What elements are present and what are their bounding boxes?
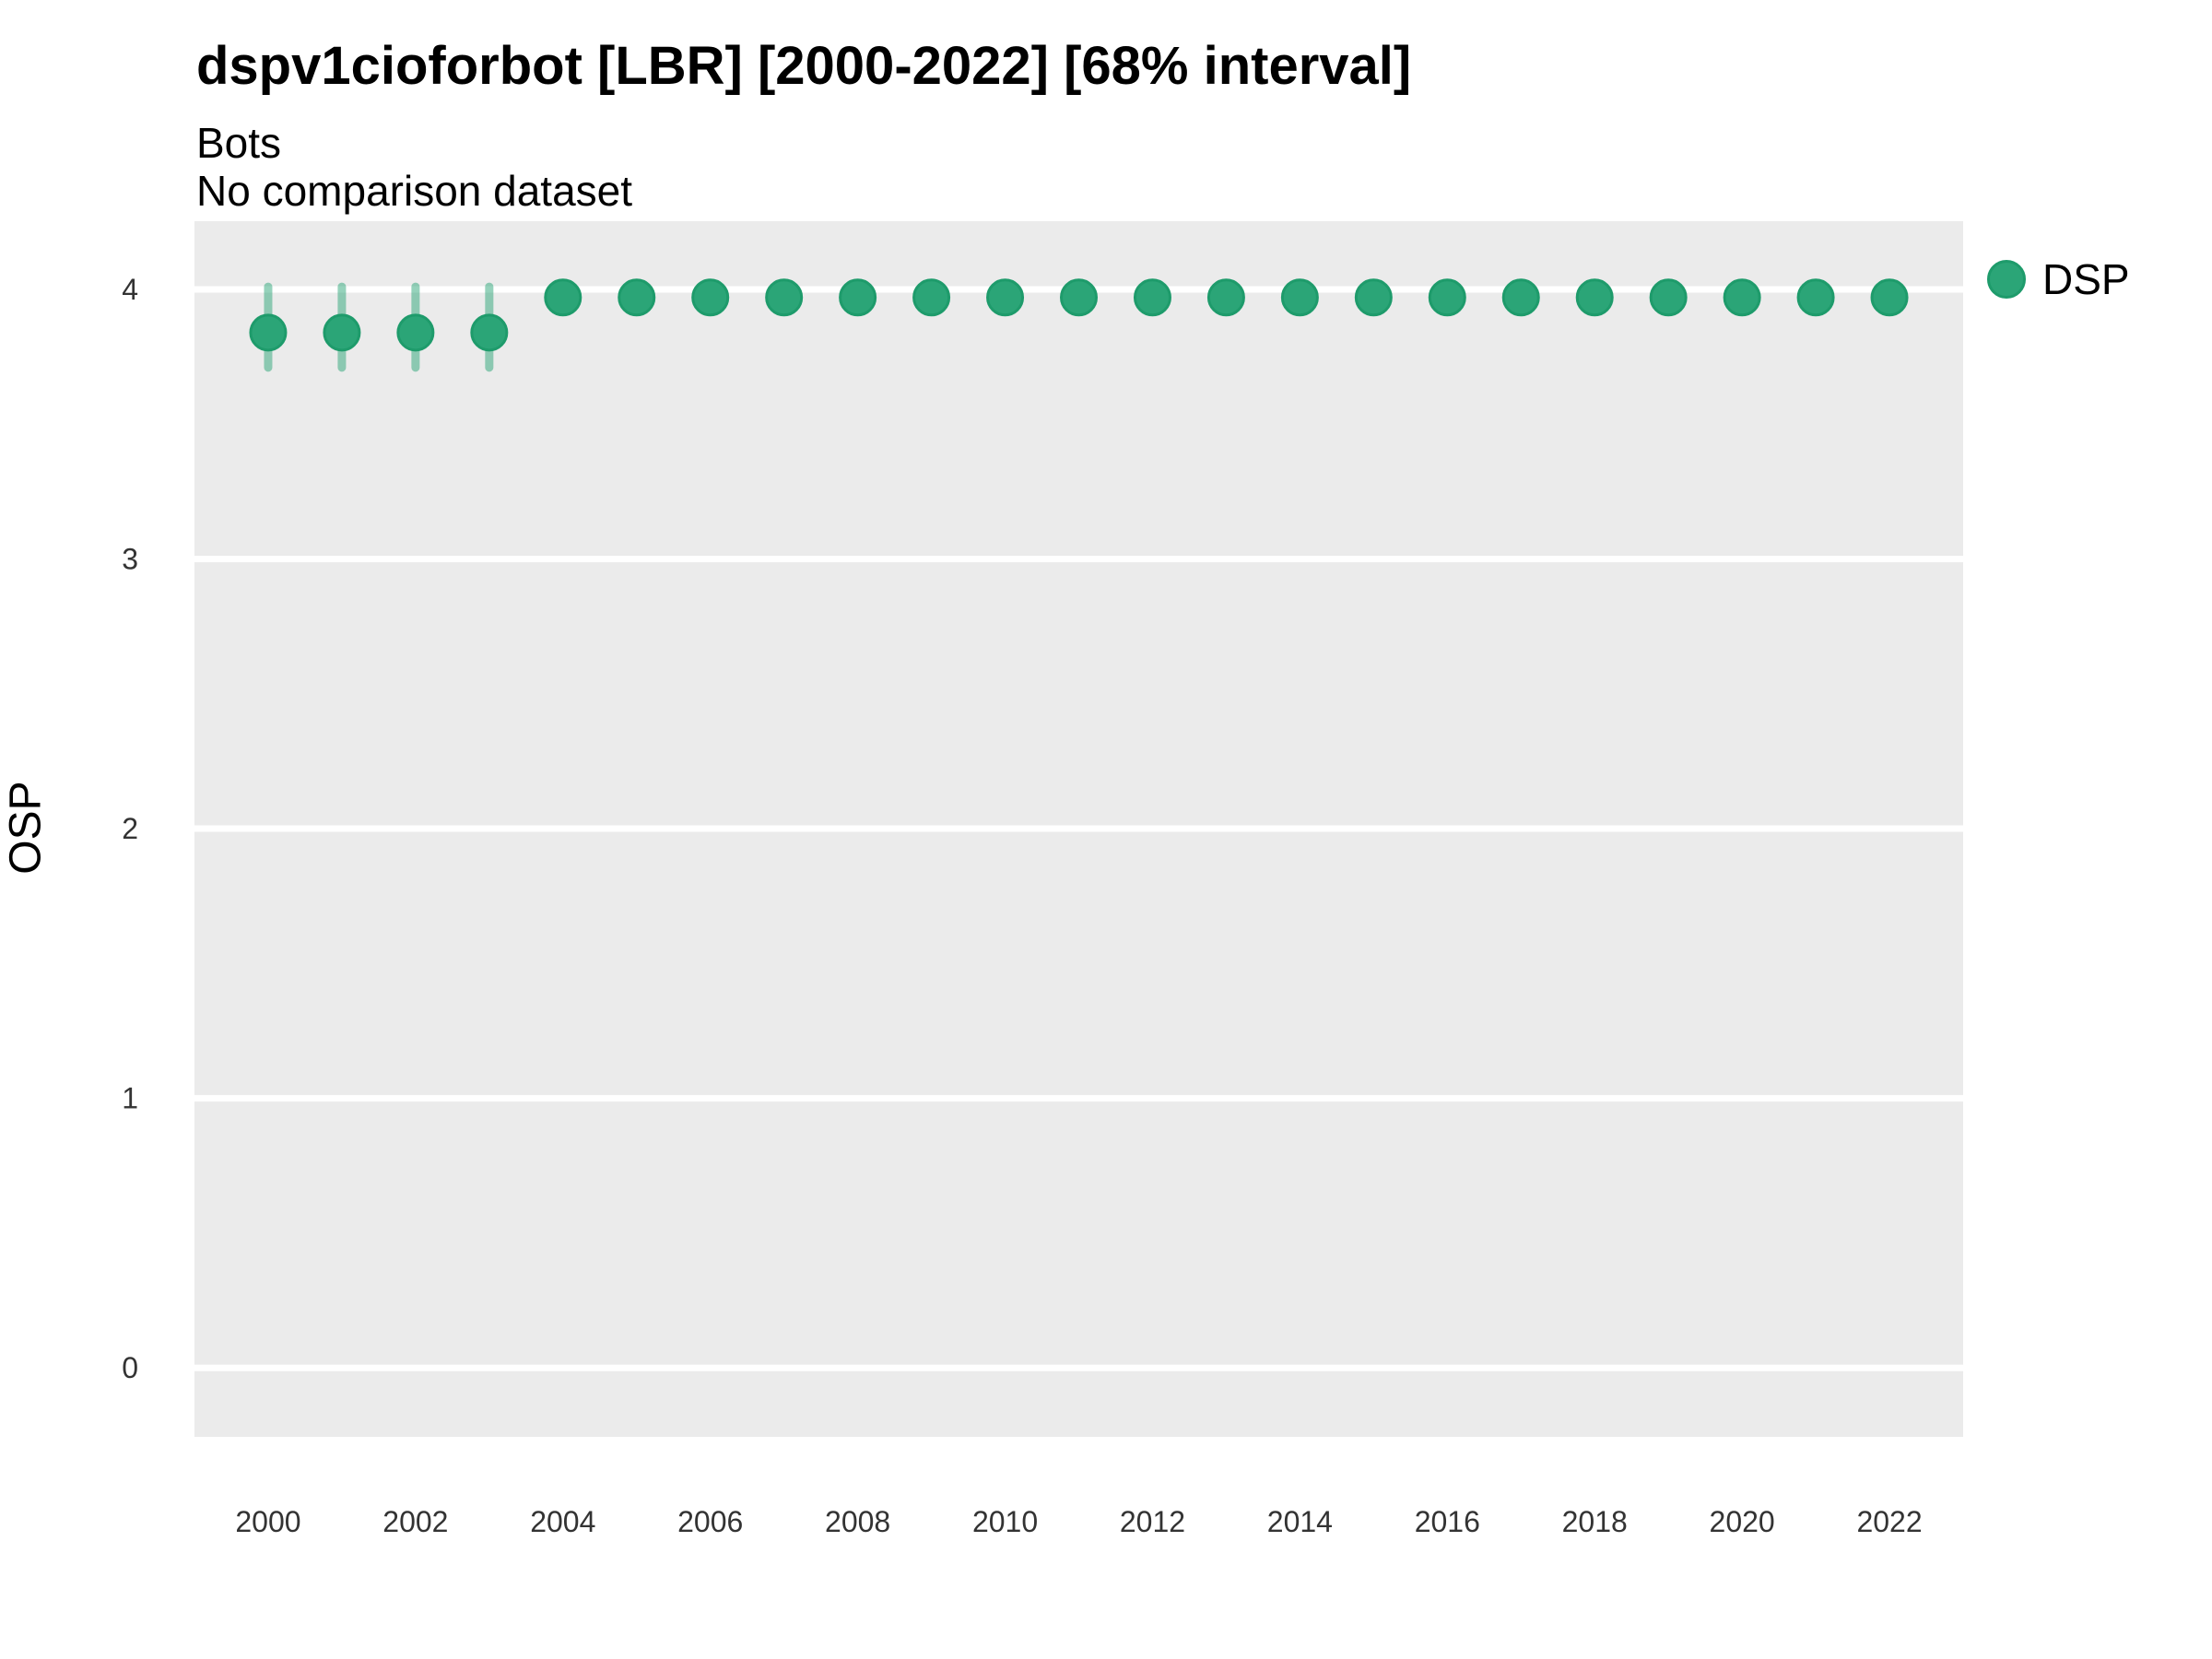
y-tick-label: 0 bbox=[122, 1351, 138, 1384]
data-point bbox=[1428, 278, 1466, 317]
legend: DSP bbox=[1987, 254, 2130, 304]
y-tick-label: 4 bbox=[122, 273, 138, 306]
x-tick-label: 2000 bbox=[235, 1505, 300, 1538]
x-tick-label: 2016 bbox=[1415, 1505, 1480, 1538]
chart-subtitle: Bots bbox=[196, 119, 282, 167]
data-point bbox=[1206, 278, 1245, 317]
x-tick-label: 2018 bbox=[1562, 1505, 1628, 1538]
data-point bbox=[912, 278, 951, 317]
x-tick-label: 2012 bbox=[1120, 1505, 1185, 1538]
x-tick-label: 2002 bbox=[382, 1505, 448, 1538]
x-tick-label: 2022 bbox=[1856, 1505, 1922, 1538]
data-point bbox=[323, 313, 361, 352]
data-point bbox=[1060, 278, 1098, 317]
data-point bbox=[1354, 278, 1393, 317]
data-point bbox=[396, 313, 435, 352]
data-point bbox=[1796, 278, 1835, 317]
x-tick-label: 2008 bbox=[825, 1505, 890, 1538]
data-point bbox=[691, 278, 730, 317]
data-point bbox=[1575, 278, 1614, 317]
data-point bbox=[765, 278, 804, 317]
chart-title: dspv1cioforbot [LBR] [2000-2022] [68% in… bbox=[196, 36, 1412, 96]
data-point bbox=[839, 278, 877, 317]
data-point bbox=[986, 278, 1025, 317]
data-point bbox=[1649, 278, 1688, 317]
y-tick-label: 1 bbox=[122, 1082, 138, 1115]
data-point bbox=[1870, 278, 1909, 317]
x-tick-label: 2020 bbox=[1710, 1505, 1775, 1538]
x-tick-label: 2006 bbox=[677, 1505, 743, 1538]
data-point bbox=[1501, 278, 1540, 317]
legend-point-icon bbox=[1987, 260, 2026, 299]
comparison-note: No comparison dataset bbox=[196, 167, 633, 215]
data-point bbox=[1133, 278, 1171, 317]
x-tick-label: 2014 bbox=[1267, 1505, 1333, 1538]
y-tick-label: 3 bbox=[122, 543, 138, 576]
data-point bbox=[249, 313, 288, 352]
data-point bbox=[1280, 278, 1319, 317]
x-tick-label: 2004 bbox=[530, 1505, 595, 1538]
data-point bbox=[544, 278, 582, 317]
legend-label: DSP bbox=[2042, 255, 2130, 303]
x-tick-label: 2010 bbox=[972, 1505, 1038, 1538]
data-point bbox=[618, 278, 656, 317]
data-point bbox=[1723, 278, 1761, 317]
y-tick-label: 2 bbox=[122, 812, 138, 845]
data-point bbox=[470, 313, 509, 352]
